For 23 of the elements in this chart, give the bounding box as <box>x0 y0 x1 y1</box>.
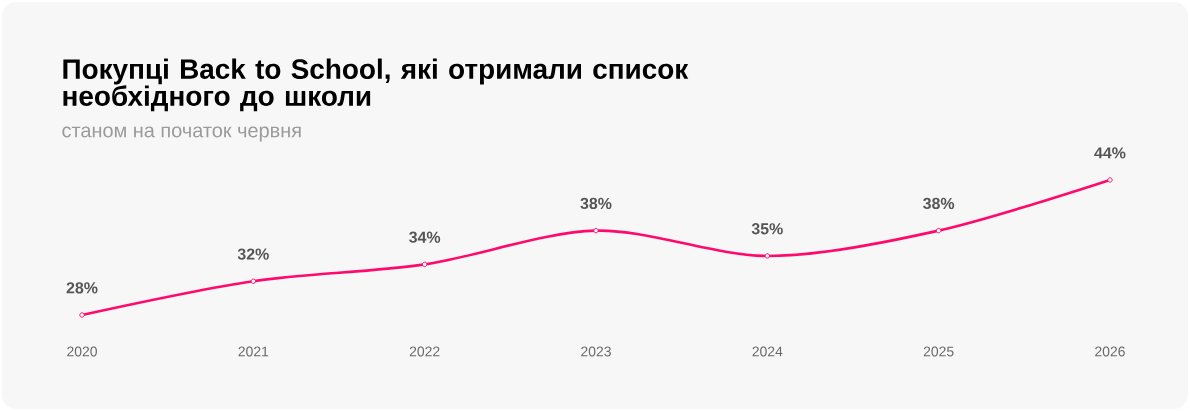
data-label: 44% <box>1094 147 1126 159</box>
x-tick-label: 2025 <box>923 346 954 357</box>
data-label: 35% <box>751 223 783 235</box>
point <box>1107 177 1113 183</box>
data-label: 28% <box>66 282 98 294</box>
x-tick-label: 2021 <box>238 346 269 357</box>
point <box>935 227 942 234</box>
chart-title: Покупці Back to School, які отримали список необхідного до школи <box>63 58 689 112</box>
point <box>421 261 428 268</box>
point <box>593 227 599 234</box>
data-label: 38% <box>923 197 955 210</box>
x-tick-label: 2022 <box>409 346 440 357</box>
chart-subtitle: станом на початок червня <box>62 126 301 142</box>
data-label: 34% <box>409 231 441 243</box>
x-tick-label: 2023 <box>581 346 611 357</box>
x-tick-label: 2020 <box>67 346 97 357</box>
data-label: 32% <box>237 248 269 260</box>
point <box>79 312 85 318</box>
point <box>250 278 257 284</box>
data-label: 38% <box>580 197 612 210</box>
x-tick-label: 2026 <box>1095 346 1125 357</box>
point <box>764 253 771 259</box>
x-tick-label: 2024 <box>752 346 783 357</box>
